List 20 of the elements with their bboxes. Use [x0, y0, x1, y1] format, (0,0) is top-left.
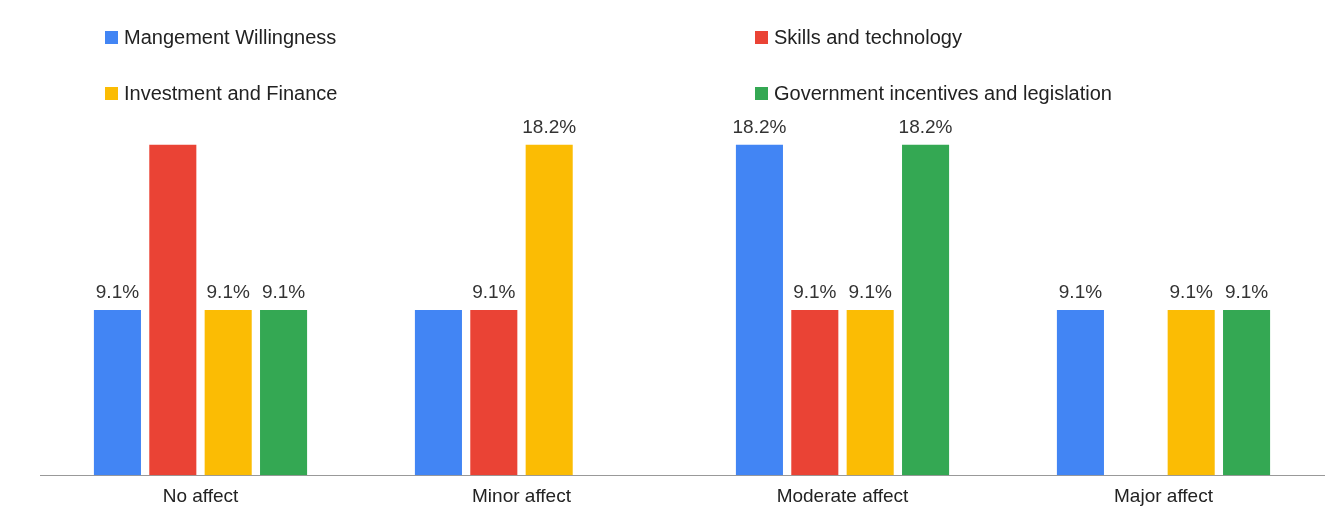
x-tick-label: Major affect [1114, 484, 1214, 506]
data-label: 9.1% [1169, 280, 1213, 302]
data-label: 18.2% [522, 115, 577, 137]
data-label: 9.1% [261, 280, 306, 302]
data-label: 9.1% [95, 280, 140, 302]
data-label: 9.1% [848, 280, 892, 302]
data-label: 9.1% [793, 280, 837, 302]
x-tick-label: No affect [162, 484, 240, 506]
legend-label: Skills and technology [774, 25, 962, 49]
data-label: 9.1% [1224, 280, 1269, 302]
legend-label: Mangement Willingness [124, 25, 337, 49]
legend-label: Investment and Finance [124, 81, 338, 105]
x-tick-label: Moderate affect [776, 484, 910, 506]
x-tick-label: Minor affect [472, 484, 572, 506]
data-label: 9.1% [472, 280, 516, 302]
legend-label: Government incentives and legislation [774, 81, 1112, 105]
data-label: 18.2% [732, 115, 787, 137]
data-label: 18.2% [898, 115, 953, 137]
data-label: 9.1% [206, 280, 250, 302]
data-label: 9.1% [1058, 280, 1103, 302]
